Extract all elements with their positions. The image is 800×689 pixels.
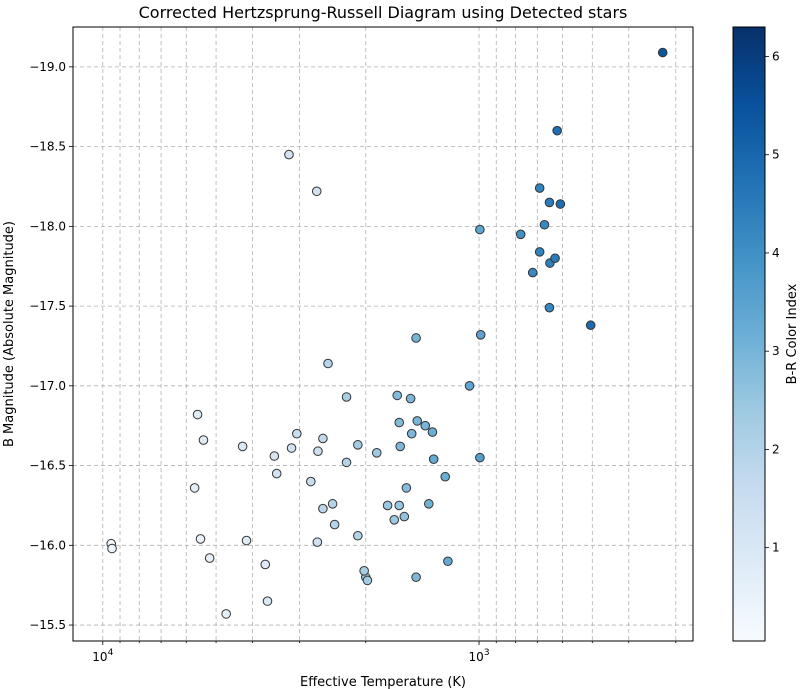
star-point [443, 556, 453, 567]
y-tick-label: −16.5 [29, 459, 66, 473]
star-point [313, 446, 323, 457]
star-point [311, 186, 322, 197]
star-point [515, 229, 526, 240]
colorbar-ticks: 1 2 3 4 5 6 [765, 49, 780, 555]
star-point [406, 428, 417, 439]
star-point [399, 511, 410, 522]
scatter-points [106, 47, 668, 619]
star-point [269, 451, 280, 461]
star-point [359, 566, 369, 576]
y-tick-label: −16.0 [29, 538, 66, 552]
star-point [262, 596, 273, 606]
chart-title: Corrected Hertzsprung-Russell Diagram us… [139, 3, 628, 22]
star-point [237, 441, 248, 452]
star-point [382, 500, 393, 511]
star-point [411, 572, 421, 583]
star-point [107, 543, 117, 554]
colorbar-label: B-R Color Index [785, 283, 800, 384]
colorbar [732, 26, 766, 642]
colorbar-tick-label: 1 [772, 541, 780, 555]
y-tick-label: −17.5 [29, 299, 66, 313]
star-point [420, 420, 431, 431]
star-point [292, 428, 302, 439]
y-axis-ticks: −19.0 −18.5 −18.0 −17.5 −17.0 −16.5 −16.0 −15.5 [29, 60, 73, 632]
star-point [327, 499, 338, 509]
star-point [318, 433, 328, 444]
plot-frame [72, 26, 694, 642]
star-point [534, 247, 545, 257]
star-point [534, 183, 545, 193]
star-point [440, 471, 451, 482]
colorbar-tick-label: 4 [772, 246, 780, 260]
x-axis-label: Effective Temperature (K) [300, 675, 466, 689]
star-point [284, 149, 294, 160]
star-point [392, 390, 403, 401]
star-point [198, 435, 209, 445]
star-point [550, 253, 560, 264]
star-point [306, 476, 316, 487]
star-point [312, 537, 323, 547]
star-point [657, 47, 668, 58]
star-point [424, 499, 434, 509]
star-point [555, 199, 566, 209]
y-tick-label: −19.0 [29, 60, 66, 74]
star-point [464, 381, 475, 391]
star-point [539, 219, 550, 230]
star-point [544, 197, 555, 208]
y-tick-label: −15.5 [29, 618, 66, 632]
star-point [475, 329, 486, 340]
x-axis-ticks: 104 103 [92, 641, 677, 664]
colorbar-tick-label: 3 [772, 344, 780, 358]
star-point [394, 417, 405, 428]
star-point [341, 392, 352, 402]
star-point [401, 483, 412, 493]
star-point [189, 483, 200, 493]
star-point [552, 125, 562, 136]
star-point [428, 454, 439, 464]
star-point [323, 358, 333, 369]
y-tick-label: −18.0 [29, 219, 66, 233]
y-tick-label: −17.0 [29, 379, 66, 393]
x-tick-label: 103 [469, 648, 490, 664]
star-point [353, 440, 363, 450]
star-point [271, 468, 282, 479]
star-point [260, 559, 271, 570]
star-point [427, 427, 438, 437]
star-point [362, 575, 373, 586]
x-tick-label: 104 [92, 648, 113, 664]
colorbar-tick-label: 2 [772, 442, 780, 456]
star-point [389, 514, 400, 525]
star-point [241, 535, 252, 546]
star-point [411, 333, 421, 343]
star-point [195, 534, 206, 544]
star-point [221, 609, 231, 619]
star-point [527, 267, 538, 278]
star-point [192, 409, 203, 420]
star-point [329, 519, 340, 530]
star-point [318, 503, 328, 514]
star-point [412, 416, 423, 426]
y-tick-label: −18.5 [29, 140, 66, 154]
star-point [286, 443, 297, 453]
star-point [371, 448, 382, 458]
star-point [585, 320, 596, 331]
colorbar-tick-label: 6 [772, 49, 780, 63]
star-point [475, 224, 485, 235]
y-axis-label: B Magnitude (Absolute Magnitude) [2, 221, 17, 447]
star-point [394, 500, 405, 511]
star-point [341, 457, 352, 468]
star-point [475, 452, 485, 463]
star-point [395, 441, 406, 452]
star-point [544, 302, 555, 313]
colorbar-tick-label: 5 [772, 148, 780, 162]
grid-lines [73, 27, 693, 641]
star-point [405, 393, 416, 404]
star-point [353, 530, 363, 541]
star-point [204, 553, 215, 563]
